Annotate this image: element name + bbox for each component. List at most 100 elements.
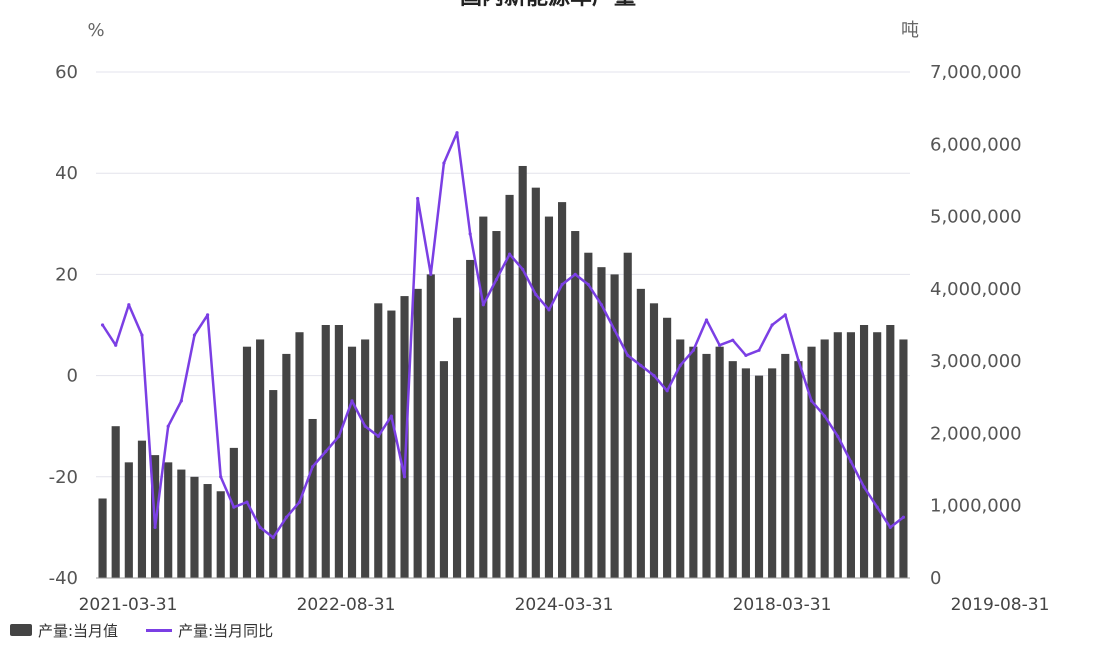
yoy-point-5 bbox=[166, 424, 170, 428]
yoy-point-28 bbox=[468, 232, 472, 236]
bar-series bbox=[98, 165, 908, 579]
bar-20 bbox=[361, 339, 370, 578]
yoy-point-10 bbox=[232, 505, 236, 509]
bar-3 bbox=[137, 440, 147, 578]
bar-19 bbox=[347, 346, 357, 578]
yoy-point-57 bbox=[849, 460, 853, 464]
y-right-tick-label-6: 6,000,000 bbox=[930, 134, 1022, 155]
yoy-point-56 bbox=[836, 434, 840, 438]
bar-57 bbox=[846, 332, 855, 578]
legend-label-yoy: 产量:当月同比 bbox=[178, 621, 274, 640]
bar-7 bbox=[190, 476, 199, 578]
x-axis: 2021-03-31 2022-08-31 2024-03-31 2018-03-31… bbox=[79, 577, 1049, 615]
yoy-point-17 bbox=[324, 449, 328, 454]
bar-2 bbox=[124, 462, 133, 578]
yoy-point-13 bbox=[271, 535, 275, 540]
yoy-point-46 bbox=[704, 318, 709, 322]
bar-50 bbox=[754, 375, 764, 578]
legend: 产量:当月值 产量:当月同比 bbox=[10, 618, 1086, 642]
y-left-unit: % bbox=[87, 20, 104, 41]
yoy-point-16 bbox=[311, 465, 315, 469]
yoy-point-15 bbox=[297, 500, 302, 504]
bar-58 bbox=[859, 325, 869, 578]
yoy-point-47 bbox=[718, 343, 722, 347]
legend-item-yoy[interactable]: 产量:当月同比 bbox=[146, 620, 273, 641]
yoy-point-54 bbox=[809, 399, 814, 403]
bar-38 bbox=[597, 267, 606, 578]
yoy-point-36 bbox=[573, 272, 577, 276]
yoy-point-61 bbox=[901, 515, 906, 519]
bar-47 bbox=[715, 346, 724, 578]
bar-56 bbox=[833, 332, 842, 578]
bar-11 bbox=[242, 346, 252, 578]
yoy-point-33 bbox=[534, 293, 538, 297]
legend-line-swatch-icon bbox=[146, 628, 173, 632]
yoy-point-12 bbox=[258, 525, 262, 530]
yoy-point-4 bbox=[153, 525, 157, 530]
yoy-point-37 bbox=[586, 282, 590, 287]
yoy-point-19 bbox=[350, 399, 354, 403]
yoy-point-34 bbox=[547, 308, 551, 312]
bar-43 bbox=[663, 317, 672, 578]
y-left-tick-label-2: 0 bbox=[67, 366, 78, 387]
bar-54 bbox=[807, 346, 816, 578]
bar-41 bbox=[636, 288, 645, 578]
bar-10 bbox=[229, 447, 238, 578]
legend-label-monthly-output: 产量:当月值 bbox=[38, 621, 119, 640]
yoy-point-45 bbox=[691, 348, 695, 352]
yoy-point-27 bbox=[455, 131, 459, 135]
yoy-point-3 bbox=[140, 333, 144, 337]
legend-item-monthly-output[interactable]: 产量:当月值 bbox=[10, 620, 118, 641]
bar-27 bbox=[452, 317, 462, 578]
bar-5 bbox=[164, 462, 173, 578]
bar-32 bbox=[518, 165, 527, 578]
x-tick-label-0: 2021-03-31 bbox=[79, 595, 178, 615]
legend-bar-swatch-icon bbox=[10, 624, 32, 636]
bar-60 bbox=[886, 325, 895, 578]
y-right-tick-label-1: 1,000,000 bbox=[930, 496, 1022, 517]
yoy-point-29 bbox=[481, 303, 485, 307]
bar-0 bbox=[98, 498, 107, 578]
yoy-series-line bbox=[101, 131, 905, 539]
yoy-point-58 bbox=[862, 485, 866, 489]
yoy-point-0 bbox=[100, 323, 105, 327]
bar-24 bbox=[413, 288, 422, 578]
yoy-point-51 bbox=[770, 323, 774, 327]
y-left-tick-label-0: -40 bbox=[49, 568, 78, 589]
bar-37 bbox=[584, 252, 593, 578]
bar-59 bbox=[873, 332, 882, 578]
bar-8 bbox=[203, 484, 212, 578]
yoy-point-55 bbox=[823, 414, 827, 418]
yoy-point-6 bbox=[179, 399, 183, 403]
y-left-tick-label-4: 40 bbox=[55, 163, 78, 184]
bar-34 bbox=[544, 216, 554, 579]
bar-23 bbox=[400, 296, 409, 578]
yoy-point-48 bbox=[731, 338, 735, 342]
bar-29 bbox=[479, 216, 488, 579]
bar-28 bbox=[466, 259, 475, 578]
yoy-point-44 bbox=[678, 363, 682, 368]
bar-35 bbox=[558, 202, 567, 578]
bar-16 bbox=[308, 418, 317, 578]
x-tick-label-2: 2024-03-31 bbox=[515, 595, 614, 615]
bar-48 bbox=[728, 361, 737, 578]
bar-36 bbox=[571, 231, 580, 578]
yoy-point-60 bbox=[888, 525, 892, 530]
y-right-tick-label-3: 3,000,000 bbox=[930, 351, 1022, 372]
bar-22 bbox=[387, 310, 396, 578]
x-tick-label-3: 2018-03-31 bbox=[733, 595, 832, 615]
bar-15 bbox=[295, 332, 304, 578]
y-right-tick-label-5: 5,000,000 bbox=[930, 207, 1022, 228]
yoy-point-22 bbox=[389, 414, 394, 418]
yoy-point-1 bbox=[114, 343, 118, 347]
yoy-point-7 bbox=[192, 333, 197, 337]
bar-39 bbox=[610, 274, 619, 578]
yoy-point-53 bbox=[796, 358, 801, 363]
yoy-point-18 bbox=[337, 434, 341, 438]
bar-45 bbox=[689, 346, 698, 578]
yoy-point-35 bbox=[560, 282, 564, 287]
bar-26 bbox=[439, 361, 448, 578]
bar-33 bbox=[531, 187, 540, 578]
yoy-point-38 bbox=[599, 303, 604, 307]
